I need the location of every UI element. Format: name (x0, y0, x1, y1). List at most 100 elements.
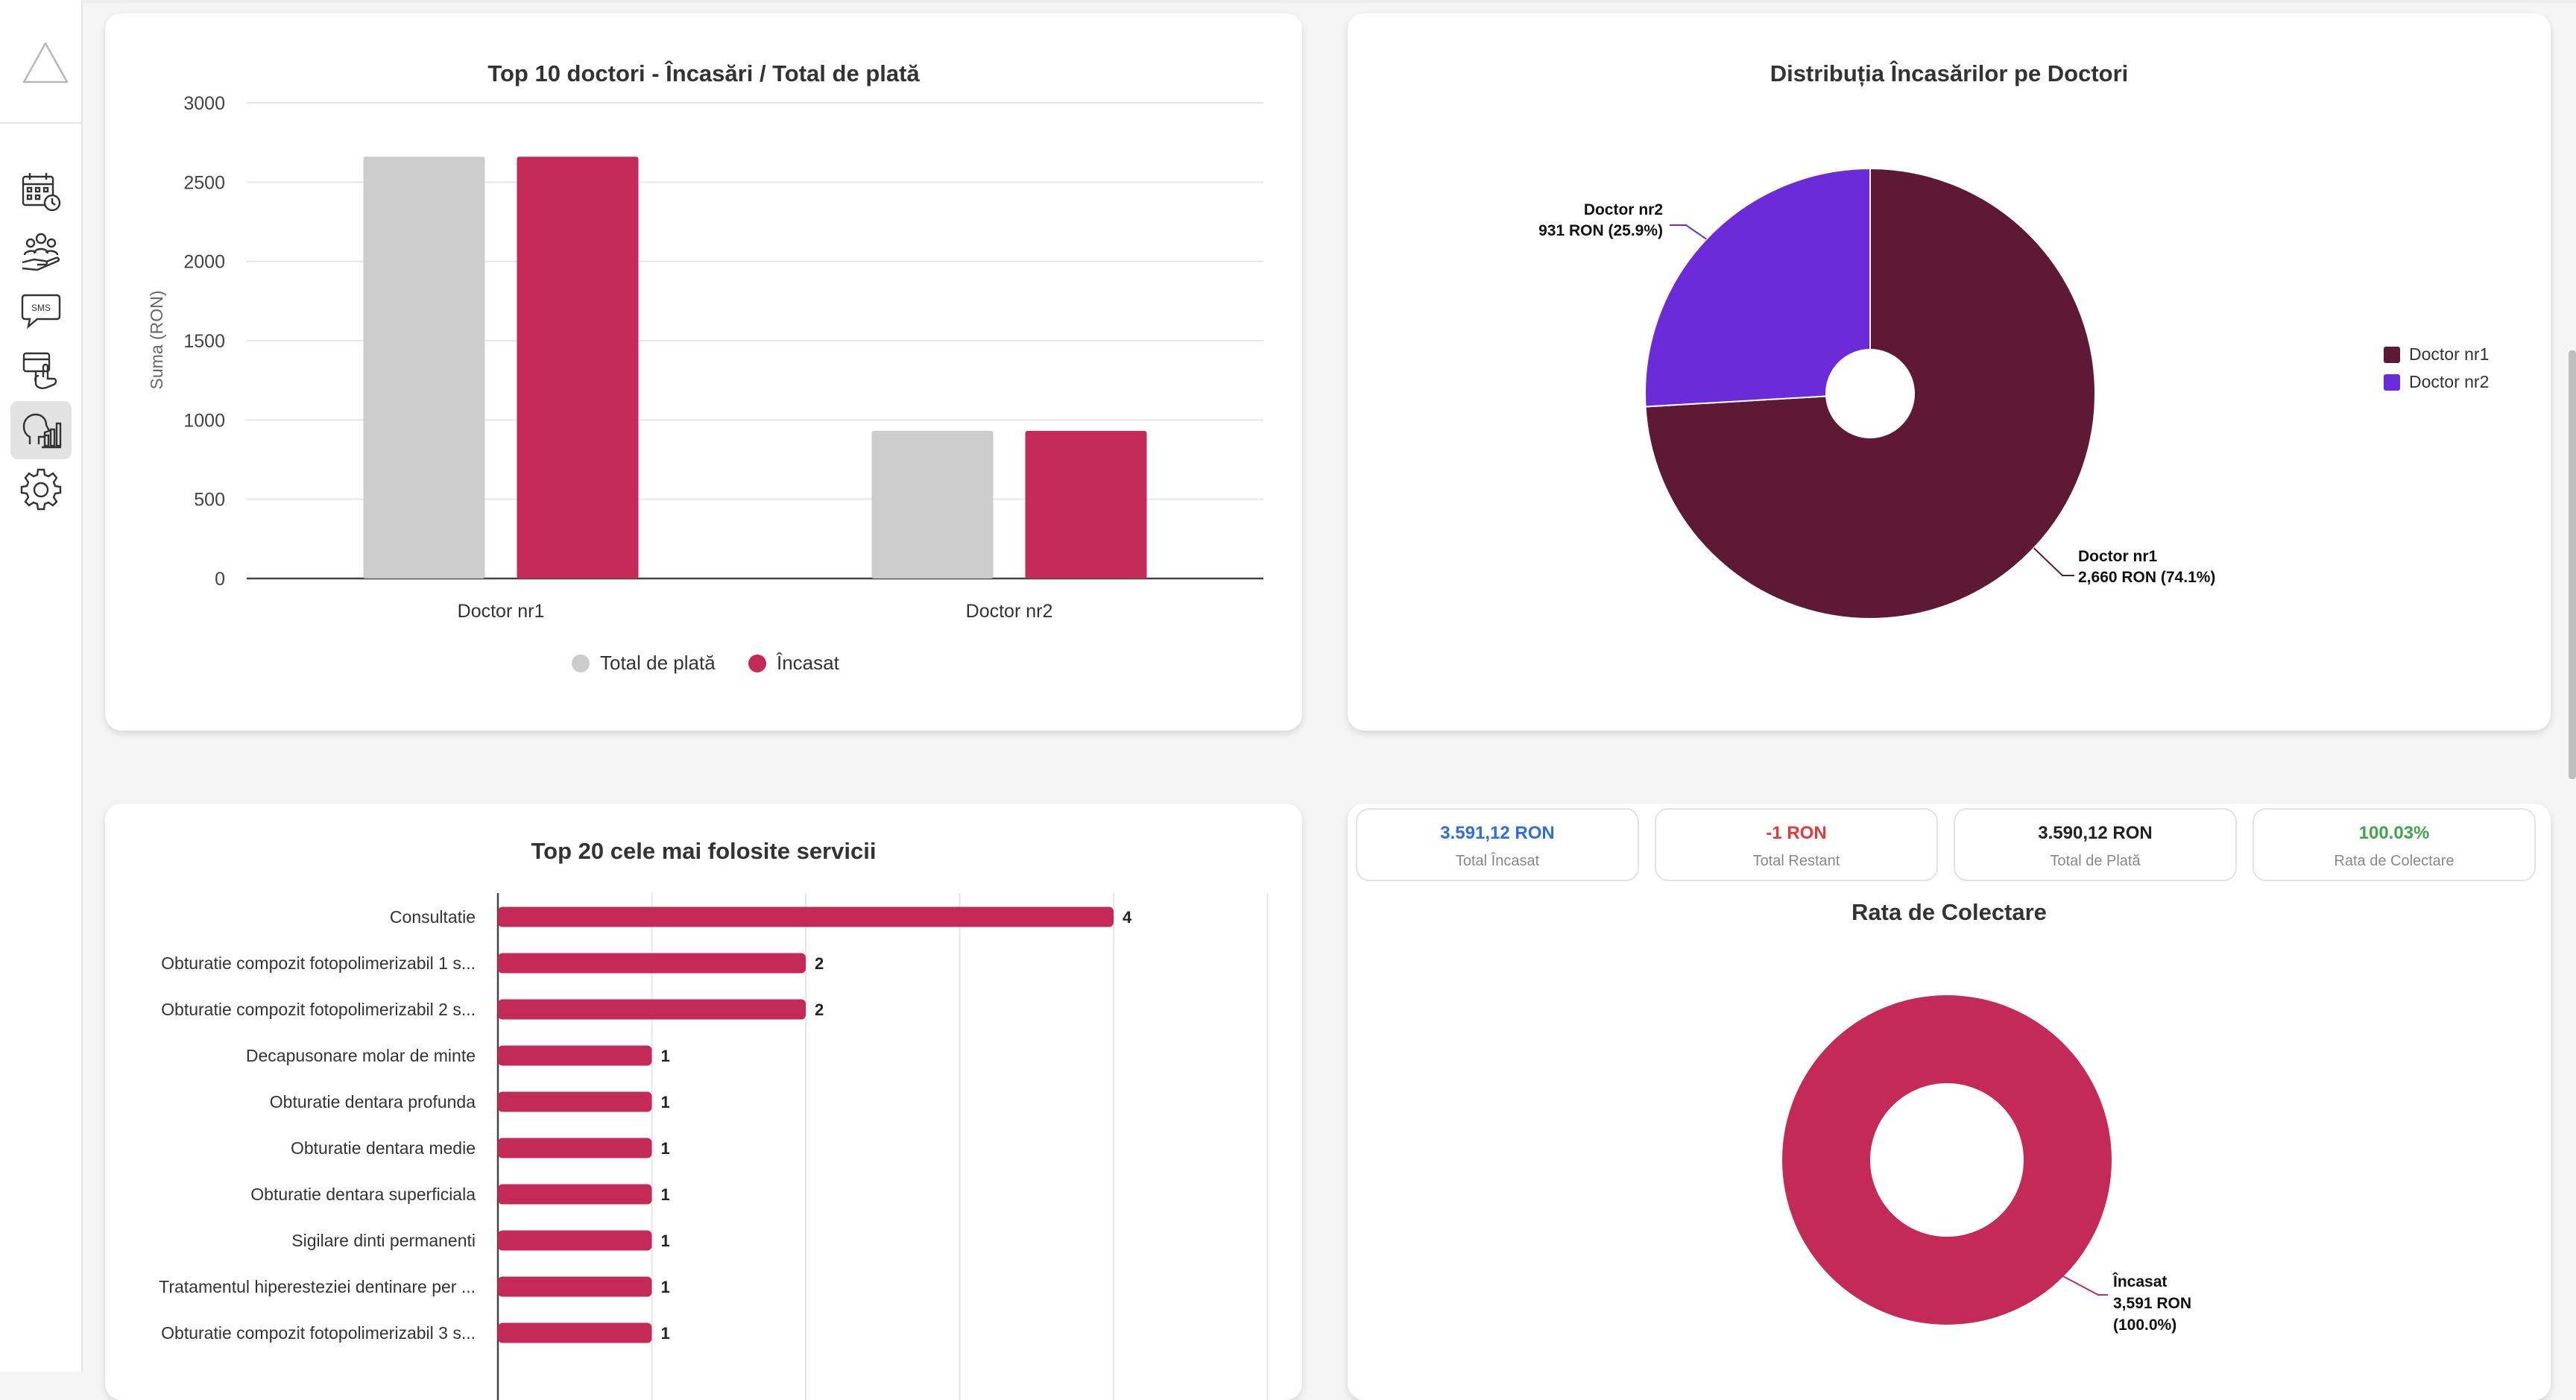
sidebar-item-settings[interactable] (10, 461, 72, 519)
service-label: Obturatie dentara medie (291, 1138, 476, 1158)
y-axis-label: Suma (RON) (147, 291, 166, 390)
header-divider (82, 0, 2576, 3)
doctors-bar-chart-card: Top 10 doctori - Încasări / Total de pla… (105, 13, 1302, 731)
y-tick-label: 1500 (183, 331, 225, 352)
collection-leader-line (2062, 1276, 2108, 1296)
stat-value: 3.590,12 RON (2038, 823, 2153, 843)
bar-incasat (1025, 431, 1147, 578)
service-label: Obturatie compozit fotopolimerizabil 2 s… (161, 1000, 476, 1019)
bar-total (871, 431, 994, 578)
service-label: Obturatie dentara profunda (270, 1092, 476, 1112)
collection-label-value: 3,591 RON (2113, 1295, 2191, 1312)
service-bar (498, 1230, 652, 1251)
y-tick-label: 1000 (183, 410, 225, 431)
sidebar-item-calendar[interactable] (10, 163, 72, 221)
stat-value: -1 RON (1766, 823, 1827, 843)
sidebar-item-sms[interactable]: SMS (10, 282, 72, 340)
legend-label-total: Total de plată (600, 652, 716, 674)
stat-value: 100.03% (2358, 823, 2430, 843)
legend-label-incasat: Încasat (777, 652, 839, 674)
service-label: Tratamentul hiperesteziei dentinare per … (159, 1277, 476, 1296)
sidebar-item-reports[interactable] (10, 401, 72, 459)
pie-leader-line (2033, 547, 2074, 576)
app-logo-icon[interactable] (19, 37, 72, 89)
sidebar-item-payments[interactable] (10, 341, 72, 400)
sms-icon: SMS (21, 294, 61, 329)
service-bar (498, 1276, 652, 1297)
service-value: 4 (1123, 908, 1132, 927)
service-bar (498, 1138, 652, 1158)
service-bar (498, 953, 806, 974)
pie-legend-swatch-doctor2 (2384, 373, 2400, 391)
service-label: Decapusonare molar de minte (246, 1046, 476, 1065)
patients-icon (22, 233, 60, 271)
legend-dot-incasat (748, 654, 766, 672)
legend-item-incasat[interactable]: Încasat (748, 652, 839, 675)
stat-label: Rata de Colectare (2334, 853, 2455, 869)
sidebar-item-patients[interactable] (10, 222, 72, 280)
pie-legend-doctor1[interactable]: Doctor nr1 (2384, 344, 2489, 365)
collection-donut-slice (1782, 995, 2112, 1325)
collection-chart-title: Rata de Colectare (1852, 899, 2047, 925)
doctors-bar-chart: Suma (RON) 0 500 1000 1500 2000 2500 3000 Docto… (147, 93, 1263, 622)
legend-item-total[interactable]: Total de plată (572, 652, 716, 675)
stat-rata-colectare: 100.03% Rata de Colectare (2253, 808, 2536, 881)
service-bar (498, 1322, 652, 1343)
stat-total-incasat: 3.591,12 RON Total Încasat (1356, 808, 1639, 881)
service-value: 1 (661, 1047, 670, 1065)
legend-dot-total (572, 654, 590, 672)
sidebar: SMS (0, 0, 83, 1372)
reports-icon (22, 413, 62, 449)
y-tick-label: 500 (194, 490, 225, 511)
pie-legend-swatch-doctor1 (2384, 346, 2400, 363)
y-tick-label: 0 (215, 569, 225, 590)
sidebar-divider (0, 122, 81, 124)
service-bar (498, 906, 1114, 927)
x-tick-label: Doctor nr2 (966, 601, 1053, 622)
service-value: 1 (661, 1093, 670, 1112)
service-bar (498, 1184, 652, 1205)
stat-total-restant: -1 RON Total Restant (1655, 808, 1938, 881)
stat-label: Total Încasat (1455, 853, 1540, 869)
x-tick-label: Doctor nr1 (458, 601, 545, 622)
bar-incasat (517, 157, 639, 579)
distribution-pie-card: Distribuția Încasărilor pe Doctori Docto… (1348, 13, 2551, 731)
bar-total (363, 157, 485, 579)
service-bar (498, 1045, 652, 1066)
service-value: 2 (815, 1000, 824, 1019)
pie-legend-label-doctor1: Doctor nr1 (2409, 344, 2490, 364)
pie-label-doctor1-value: 2,660 RON (74.1%) (2078, 569, 2215, 586)
distribution-pie-title: Distribuția Încasărilor pe Doctori (1770, 60, 2129, 86)
pie-label-doctor2-name: Doctor nr2 (1584, 201, 1663, 218)
pie-leader-line (1670, 224, 1707, 240)
service-label: Obturatie compozit fotopolimerizabil 1 s… (161, 953, 476, 973)
service-value: 1 (661, 1232, 670, 1250)
stat-value: 3.591,12 RON (1440, 823, 1555, 843)
service-label: Obturatie compozit fotopolimerizabil 3 s… (161, 1323, 476, 1343)
service-value: 1 (661, 1185, 670, 1204)
pie-legend-label-doctor2: Doctor nr2 (2409, 372, 2490, 391)
pie-label-doctor1-name: Doctor nr1 (2078, 548, 2158, 565)
stat-label: Total Restant (1752, 853, 1840, 869)
y-tick-label: 3000 (183, 93, 225, 114)
page-scrollbar[interactable] (2569, 350, 2576, 779)
distribution-pie-chart: Doctor nr2 931 RON (25.9%) Doctor nr1 2,… (1538, 167, 2215, 619)
service-value: 1 (661, 1278, 670, 1296)
stat-label: Total de Plată (2050, 853, 2141, 869)
payment-icon (22, 352, 57, 389)
pie-slice-doctor-nr2 (1644, 167, 1871, 408)
service-bar (498, 1091, 652, 1112)
settings-icon (20, 468, 62, 511)
collection-donut-chart: Încasat 3,591 RON (100.0%) (1782, 995, 2191, 1334)
doctors-bar-chart-title: Top 10 doctori - Încasări / Total de pla… (487, 60, 920, 86)
services-bar-chart-title: Top 20 cele mai folosite servicii (531, 838, 877, 864)
service-value: 1 (661, 1324, 670, 1343)
services-bar-chart-card: Top 20 cele mai folosite servicii Consul… (105, 804, 1302, 1400)
service-bar (498, 999, 806, 1020)
collection-label-name: Încasat (2112, 1273, 2167, 1290)
y-tick-label: 2000 (183, 252, 225, 273)
service-value: 1 (661, 1139, 670, 1158)
pie-label-doctor2-value: 931 RON (25.9%) (1538, 222, 1663, 239)
pie-legend-doctor2[interactable]: Doctor nr2 (2384, 372, 2489, 392)
y-tick-label: 2500 (183, 172, 225, 193)
